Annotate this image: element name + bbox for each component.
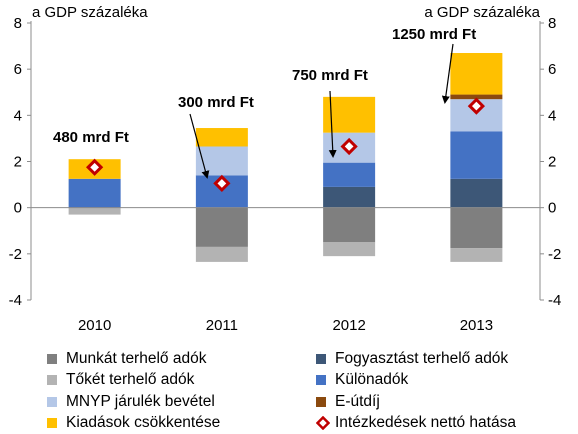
bar-segment-2011-6 bbox=[195, 128, 248, 147]
y-tick-label-left: 0 bbox=[14, 200, 22, 217]
bar-segment-2013-6 bbox=[450, 53, 503, 95]
y-tick-label-right: 2 bbox=[548, 154, 556, 171]
annotation-arrow-2011 bbox=[189, 113, 210, 179]
legend-item: Különadók bbox=[316, 371, 408, 389]
net-effect-marker-2012 bbox=[340, 137, 358, 156]
bar-segment-2010-3 bbox=[68, 178, 121, 208]
legend-swatch bbox=[47, 375, 57, 385]
legend-item: E-útdíj bbox=[316, 393, 380, 411]
legend-label: Intézkedések nettó hatása bbox=[335, 414, 516, 431]
y-tick-label-right: 8 bbox=[548, 15, 556, 32]
net-effect-marker-2010 bbox=[86, 158, 104, 176]
bar-segment-2011-0 bbox=[195, 207, 248, 247]
legend-swatch bbox=[316, 354, 326, 364]
bar-segment-2012-2 bbox=[323, 186, 376, 208]
y-tick-label-right: 6 bbox=[548, 61, 556, 78]
legend-item: Intézkedések nettó hatása bbox=[316, 414, 516, 432]
legend-item: Munkát terhelő adók bbox=[47, 350, 206, 368]
annotation-2011: 300 mrd Ft bbox=[178, 94, 254, 111]
bar-segment-2010-1 bbox=[68, 207, 121, 215]
y-tick-label-right: 4 bbox=[548, 107, 556, 124]
bar-segment-2013-1 bbox=[450, 248, 503, 262]
diamond-icon bbox=[316, 416, 330, 430]
y-tick-label-left: -4 bbox=[9, 292, 22, 309]
legend-item: Fogyasztást terhelő adók bbox=[316, 350, 508, 368]
y-tick-label-left: -2 bbox=[9, 246, 22, 263]
x-tick-label-2013: 2013 bbox=[460, 317, 493, 334]
legend-label: MNYP járulék bevétel bbox=[66, 393, 215, 410]
legend-swatch bbox=[47, 354, 57, 364]
axes-layer: -4 -4 -2 -2 0 0 2 2 4 4 6 6 8 8 2010 2011 2012 2013 bbox=[9, 15, 562, 334]
legend-swatch bbox=[47, 397, 57, 407]
legend-item: Kiadások csökkentése bbox=[47, 414, 220, 432]
annotation-layer: 480 mrd Ft 300 mrd Ft 750 mrd Ft 1250 mrd F… bbox=[53, 26, 476, 179]
annotation-arrow-2012 bbox=[328, 90, 337, 158]
net-effect-marker-2013 bbox=[467, 97, 485, 115]
y-tick-label-right: -2 bbox=[548, 246, 561, 263]
bar-segment-2013-0 bbox=[450, 207, 503, 249]
bar-segment-2013-3 bbox=[450, 131, 503, 179]
annotation-2013: 1250 mrd Ft bbox=[392, 26, 476, 43]
bar-segment-2011-4 bbox=[195, 146, 248, 176]
legend-label: Munkát terhelő adók bbox=[66, 350, 207, 367]
x-tick-label-2012: 2012 bbox=[332, 317, 365, 334]
legend: Munkát terhelő adók Fogyasztást terhelő a… bbox=[0, 344, 578, 434]
y-tick-label-right: -4 bbox=[548, 292, 561, 309]
net-effect-markers bbox=[86, 97, 485, 193]
y-tick-label-left: 2 bbox=[14, 154, 22, 171]
net-effect-marker-2011 bbox=[213, 174, 231, 193]
legend-label: Fogyasztást terhelő adók bbox=[335, 350, 509, 367]
y-tick-label-left: 4 bbox=[14, 107, 22, 124]
bar-segment-2012-0 bbox=[323, 207, 376, 243]
bar-layer bbox=[68, 53, 503, 262]
y-tick-label-left: 6 bbox=[14, 61, 22, 78]
legend-item: Tőkét terhelő adók bbox=[47, 371, 194, 389]
y-axis-unit-right: a GDP százaléka bbox=[424, 4, 540, 21]
bar-segment-2011-1 bbox=[195, 246, 248, 262]
legend-swatch bbox=[47, 418, 57, 428]
bar-segment-2012-1 bbox=[323, 242, 376, 257]
y-axis-unit-left: a GDP százaléka bbox=[32, 4, 148, 21]
legend-swatch bbox=[316, 397, 326, 407]
x-tick-label-2011: 2011 bbox=[206, 317, 238, 334]
bar-segment-2013-5 bbox=[450, 94, 503, 100]
x-tick-label-2010: 2010 bbox=[78, 317, 111, 334]
legend-label: Tőkét terhelő adók bbox=[66, 371, 195, 388]
annotation-arrow-2013 bbox=[441, 43, 454, 104]
annotation-2012: 750 mrd Ft bbox=[292, 67, 368, 84]
legend-label: Különadók bbox=[335, 371, 409, 388]
chart-canvas: -4 -4 -2 -2 0 0 2 2 4 4 6 6 8 8 2010 2011 2012 2013 480 m… bbox=[9, 4, 562, 334]
annotation-2010: 480 mrd Ft bbox=[53, 129, 129, 146]
legend-label: E-útdíj bbox=[335, 393, 380, 410]
legend-item: MNYP járulék bevétel bbox=[47, 393, 215, 411]
y-tick-label-left: 8 bbox=[14, 15, 22, 32]
legend-label: Kiadások csökkentése bbox=[66, 414, 221, 431]
y-tick-label-right: 0 bbox=[548, 200, 556, 217]
legend-swatch bbox=[316, 375, 326, 385]
bar-segment-2012-3 bbox=[323, 162, 376, 187]
bar-segment-2013-2 bbox=[450, 178, 503, 208]
